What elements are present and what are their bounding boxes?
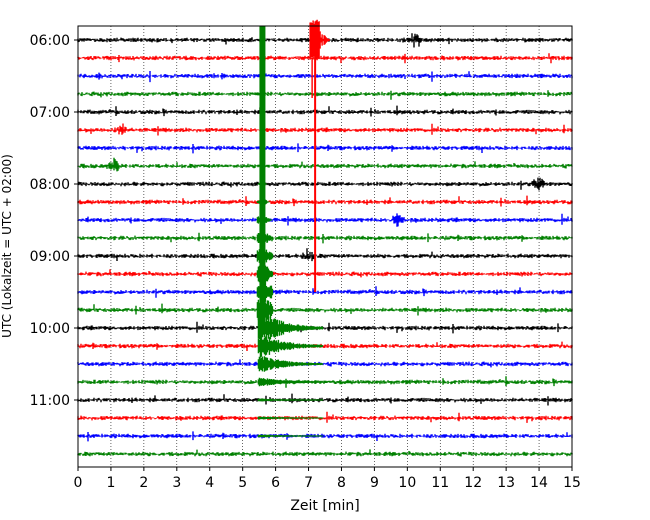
x-tick-label: 7: [304, 475, 313, 491]
x-tick-label: 10: [398, 475, 416, 491]
earthquake-trace: [256, 299, 274, 321]
y-tick-label: 06:00: [30, 33, 70, 49]
x-tick-label: 9: [370, 475, 379, 491]
x-tick-label: 8: [337, 475, 346, 491]
y-axis-title: UTC (Lokalzeit = UTC + 02:00): [0, 154, 14, 338]
x-axis-title: Zeit [min]: [290, 498, 359, 514]
x-tick-label: 2: [139, 475, 148, 491]
event-overlays: [256, 19, 330, 438]
earthquake-trace: [256, 198, 271, 206]
earthquake-trace: [257, 377, 324, 387]
earthquake-trace: [256, 281, 274, 303]
x-tick-label: 4: [205, 475, 214, 491]
earthquake-trace: [256, 264, 274, 284]
x-tick-label: 14: [530, 475, 548, 491]
earthquake-trace: [256, 215, 273, 225]
y-tick-label: 10:00: [30, 321, 70, 337]
earthquake-saturated-band: [259, 26, 266, 328]
x-tick-label: 15: [563, 475, 581, 491]
y-axis-ticks: 06:00 07:00 08:00 09:00 10:00 11:00: [30, 33, 78, 409]
x-tick-label: 1: [106, 475, 115, 491]
earthquake-trace: [259, 165, 266, 167]
y-tick-label: 09:00: [30, 249, 70, 265]
x-tick-label: 0: [74, 475, 83, 491]
x-tick-label: 3: [172, 475, 181, 491]
earthquake-trace: [257, 416, 324, 420]
earthquake-trace: [257, 311, 324, 345]
x-tick-label: 12: [464, 475, 482, 491]
y-tick-label: 07:00: [30, 105, 70, 121]
x-tick-label: 5: [238, 475, 247, 491]
y-tick-label: 11:00: [30, 393, 70, 409]
x-tick-label: 13: [497, 475, 515, 491]
earthquake-trace: [257, 356, 324, 372]
earthquake-trace: [257, 181, 268, 187]
x-tick-label: 11: [431, 475, 449, 491]
earthquake-trace: [257, 398, 324, 402]
y-tick-label: 08:00: [30, 177, 70, 193]
plot-frame: [77, 25, 573, 468]
x-axis-ticks: 0 1 2 3 4 5 6 7 8 9 10 11 12 13 14 15: [74, 467, 581, 491]
earthquake-trace: [257, 334, 324, 358]
earthquake-trace: [257, 434, 324, 438]
x-tick-label: 6: [271, 475, 280, 491]
earthquake-trace: [256, 248, 274, 264]
earthquake-trace: [256, 231, 274, 245]
